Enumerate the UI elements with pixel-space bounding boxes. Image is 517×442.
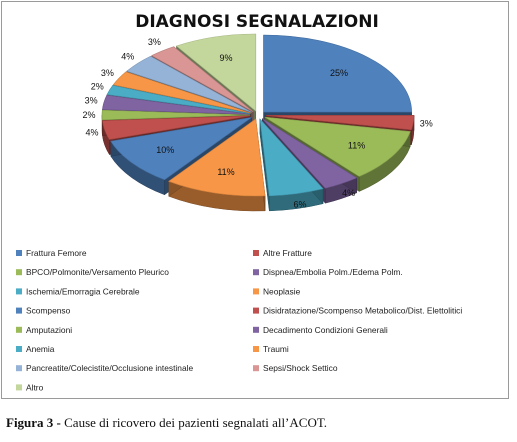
legend-swatch [16,326,22,333]
chart-frame: DIAGNOSI SEGNALAZIONI 25% 3% 11% 4% 6% 11% 10%… [1,1,509,399]
slice-pct-label: 11% [217,167,234,177]
pie-slice [112,71,251,114]
legend-label: Anemia [26,344,55,354]
legend-label: Neoplasie [263,286,301,296]
legend-swatch [253,326,259,333]
pie-slice [265,115,415,131]
legend-swatch [253,269,259,276]
legend-swatch [253,250,259,256]
pie-slice [102,115,251,140]
slice-pct-label: 3% [85,96,98,106]
legend-item: Altro [16,382,44,392]
slice-pct-label: 9% [219,53,232,63]
pie-slices [101,33,415,197]
slice-pct-label: 2% [91,82,104,92]
slice-pct-label: 3% [420,119,433,129]
legend-label: Disidratazione/Scompenso Metabolico/Dist… [263,306,462,316]
slice-pct-label: 3% [148,37,161,47]
legend-label: Altro [26,382,44,392]
pie-slice [259,118,324,197]
legend-item: Altre Fratture [253,248,312,258]
pie-slice [106,85,251,115]
pie-slice [126,55,252,113]
legend-swatch [16,307,22,314]
legend-swatch [16,384,22,391]
legend-item: Anemia [16,344,55,354]
legend-swatch [253,307,259,314]
legend-label: Frattura Femore [26,248,87,258]
legend-swatch [16,346,22,352]
pie-slice [262,118,358,189]
slice-pct-label: 25% [330,68,348,78]
slice-pct-label: 10% [156,145,174,155]
legend-item: Dispnea/Embolia Polm./Edema Polm. [253,267,403,277]
pie-labels: 25% 3% 11% 4% 6% 11% 10% 4% 2% 3% 2% 3% 4% 3% 9% [82,37,432,209]
legend-item: BPCO/Polmonite/Versamento Pleurico [16,267,169,277]
legend-swatch [253,365,259,372]
legend-swatch [16,269,22,276]
slice-pct-label: 4% [85,127,98,137]
legend-label: Amputazioni [26,325,72,335]
legend-item: Neoplasie [253,286,301,296]
caption-prefix: Figura 3 - [6,415,61,430]
pie-slice [263,34,412,113]
slice-pct-label: 2% [82,110,95,120]
figure-caption: Figura 3 - Cause di ricovero dei pazient… [6,415,511,431]
legend-swatch [16,288,22,295]
legend-swatch [16,250,22,256]
legend-label: Traumi [263,344,289,354]
pie-chart: DIAGNOSI SEGNALAZIONI 25% 3% 11% 4% 6% 11% 10%… [16,12,462,392]
legend-item: Pancreatite/Colecistite/Occlusione intes… [16,363,193,373]
legend-item: Sepsi/Shock Settico [253,363,338,373]
legend-label: Scompenso [26,306,71,316]
chart-title: DIAGNOSI SEGNALAZIONI [135,12,379,32]
legend-label: Decadimento Condizioni Generali [263,325,388,335]
legend-label: Altre Fratture [263,248,312,258]
legend-item: Ischemia/Emorragia Cerebrale [16,286,140,296]
slice-pct-label: 3% [101,68,114,78]
legend-swatch [253,346,259,352]
slice-pct-label: 4% [121,51,134,61]
caption-text: Cause di ricovero dei pazienti segnalati… [60,415,328,430]
legend-label: Dispnea/Embolia Polm./Edema Polm. [263,267,403,277]
legend-item: Traumi [253,344,289,354]
pie-slice [168,118,266,197]
legend-item: Frattura Femore [16,248,87,258]
legend-item: Decadimento Condizioni Generali [253,325,388,335]
pie-slice [175,33,257,112]
legend-swatch [16,365,22,372]
pie-slice [101,109,251,121]
legend-swatch [253,288,259,295]
pie-slice [102,94,251,115]
legend-label: Pancreatite/Colecistite/Occlusione intes… [26,363,193,373]
pie-slice [264,116,411,177]
pie-slice [110,117,252,181]
slice-pct-label: 6% [293,199,306,209]
legend: Frattura Femore Altre Fratture BPCO/Polmon… [16,248,462,392]
legend-item: Scompenso [16,306,71,316]
slice-pct-label: 11% [348,140,365,150]
legend-label: Ischemia/Emorragia Cerebrale [26,286,140,296]
legend-label: BPCO/Polmonite/Versamento Pleurico [26,267,169,277]
pie-slice [151,46,254,112]
slice-pct-label: 4% [342,188,355,198]
legend-item: Disidratazione/Scompenso Metabolico/Dist… [253,306,462,316]
legend-label: Sepsi/Shock Settico [263,363,338,373]
legend-item: Amputazioni [16,325,72,335]
